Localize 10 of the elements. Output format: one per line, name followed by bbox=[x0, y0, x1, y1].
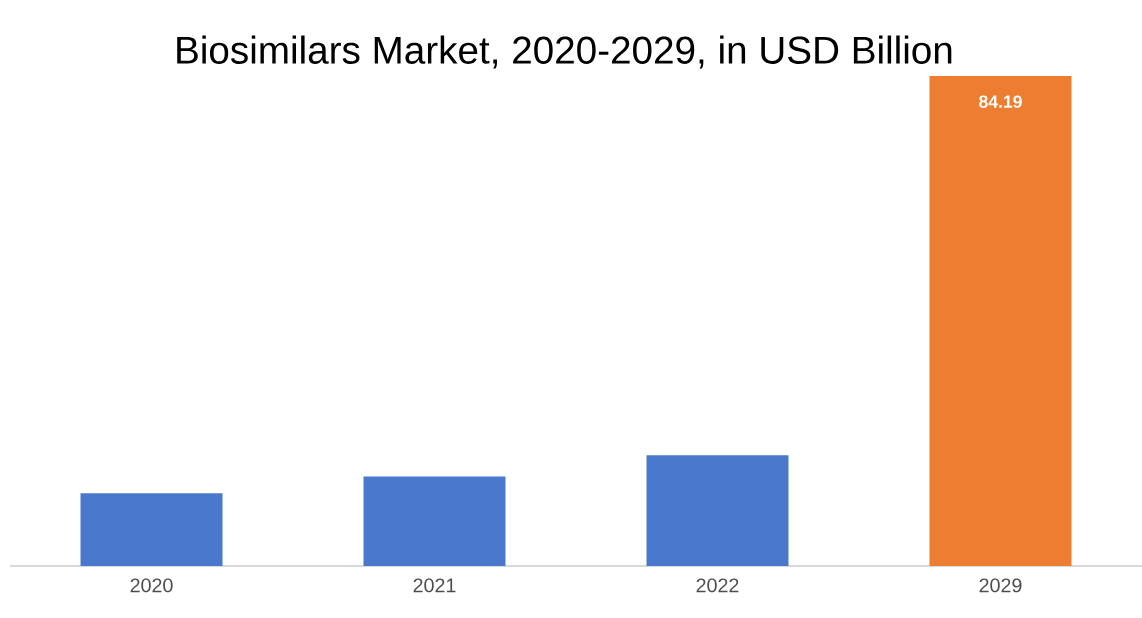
data-label: 84.19 bbox=[979, 95, 1022, 108]
bar bbox=[646, 455, 789, 566]
bar bbox=[363, 476, 506, 566]
x-tick-label: 2022 bbox=[696, 578, 739, 593]
x-tick-label: 2020 bbox=[130, 578, 173, 593]
x-tick-label: 2021 bbox=[413, 578, 456, 593]
bar bbox=[80, 493, 223, 566]
x-tick-label: 2029 bbox=[979, 578, 1022, 593]
bar bbox=[929, 75, 1072, 566]
chart-title: Biosimilars Market, 2020-2029, in USD Billion bbox=[177, 35, 952, 69]
